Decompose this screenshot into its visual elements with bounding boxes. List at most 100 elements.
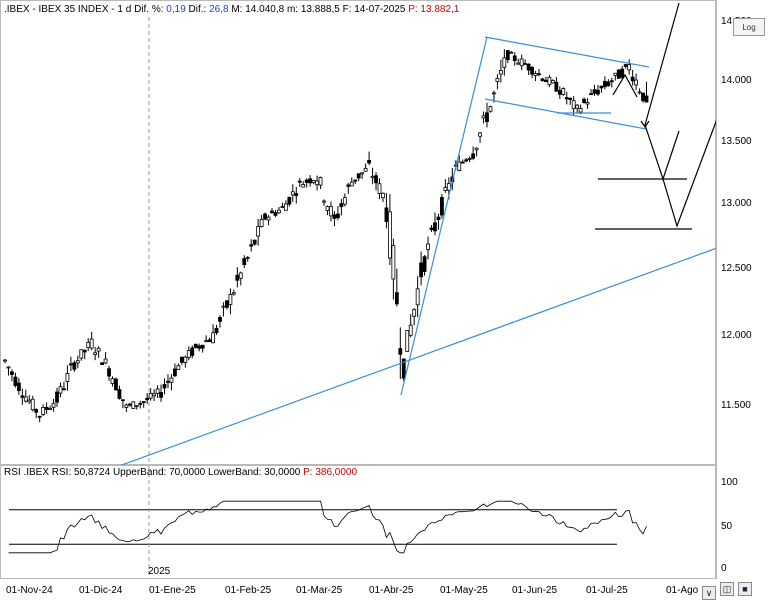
price-tick: 12.500 (721, 263, 752, 274)
candle-body (55, 391, 59, 403)
candle-body (159, 392, 163, 398)
channel-upper-line (484, 36, 650, 68)
candle-body (537, 73, 541, 76)
log-scale-toggle[interactable]: Log (733, 18, 765, 36)
candle-body (68, 363, 73, 366)
projection-path (612, 73, 638, 98)
candle-body (412, 309, 417, 317)
candle-body (596, 89, 600, 95)
dif-pct-label: Dif. %: (134, 4, 164, 15)
candle-body (10, 371, 14, 375)
candle-body (505, 50, 510, 60)
date-tick: 01-Nov-24 (6, 585, 53, 596)
candle-body (419, 262, 424, 278)
candle-body (495, 77, 500, 82)
price-panel[interactable]: .IBEX - IBEX 35 INDEX - 1 d Dif. %: 0,19… (0, 0, 717, 466)
chevron-down-icon[interactable]: ∨ (702, 586, 716, 600)
candle-body (62, 388, 66, 391)
candle-body (89, 338, 94, 349)
date-axis[interactable]: 2025 01-Nov-24 01-Dic-24 01-Ene-25 01-Fe… (0, 566, 716, 614)
save-icon[interactable]: ◫ (720, 582, 734, 596)
price-tick: 13.000 (721, 198, 752, 209)
candle-body (377, 183, 382, 194)
candle-body (225, 300, 229, 308)
candle-body (349, 181, 354, 187)
export-icon[interactable]: ■ (738, 582, 752, 596)
candle-body (457, 161, 462, 171)
candle-body (169, 377, 174, 383)
horizontal-scrollbar[interactable] (716, 598, 770, 614)
candle-body (353, 179, 358, 182)
candle-body (145, 397, 150, 401)
candle-body (589, 93, 593, 96)
candle-body (127, 403, 132, 406)
candle-body (609, 80, 614, 83)
candle-body (339, 203, 344, 208)
candle-body (16, 382, 21, 391)
price-label: P: (408, 4, 418, 15)
candle-body (443, 187, 448, 191)
rsi-panel[interactable]: RSI .IBEX RSI: 50,8724 UpperBand: 70,000… (0, 465, 717, 580)
rsi-axis[interactable]: 100 50 0 (716, 465, 770, 579)
date-tick: 01-Mar-25 (296, 585, 343, 596)
candle-body (325, 206, 330, 211)
candle-body (641, 92, 645, 102)
candles-group (3, 49, 649, 423)
candle-body (530, 66, 534, 75)
candle-body (370, 175, 375, 179)
price-chart-canvas[interactable] (1, 1, 717, 466)
candle-body (620, 68, 625, 78)
date-tick: 01-Dic-24 (79, 585, 123, 596)
rally-trendline (400, 36, 488, 396)
candle-body (166, 380, 170, 383)
candle-body (550, 80, 555, 84)
candle-body (492, 92, 496, 95)
rsi-line (8, 500, 647, 554)
candle-body (13, 376, 18, 386)
candle-body (259, 219, 264, 228)
candle-body (533, 73, 538, 76)
candle-body (544, 79, 548, 83)
candle-body (86, 342, 91, 349)
candle-body (176, 365, 181, 370)
candle-body (103, 358, 108, 364)
candle-body (498, 70, 503, 75)
candle-body (460, 161, 465, 164)
candle-body (235, 274, 240, 281)
date-label: F: (342, 4, 352, 15)
candle-body (287, 196, 292, 205)
candle-body (644, 95, 649, 103)
price-axis[interactable]: 14.500 14.000 13.500 13.000 12.500 12.00… (716, 0, 770, 465)
candle-body (374, 175, 378, 184)
candle-body (211, 332, 215, 344)
candle-body (478, 132, 482, 137)
min-label: m: (286, 4, 299, 15)
candle-body (561, 88, 566, 95)
candle-body (627, 64, 632, 71)
candle-body (523, 63, 528, 65)
min-value: 13.888,5 (300, 4, 340, 15)
rsi-chart-canvas[interactable] (1, 466, 717, 580)
candle-body (124, 404, 129, 408)
candle-body (433, 222, 437, 232)
projection-low-path (662, 118, 717, 228)
candle-body (512, 55, 517, 62)
candle-body (58, 386, 63, 394)
rsi-tick: 100 (721, 477, 738, 488)
candle-body (509, 51, 514, 54)
date-tick: 01-Jul-25 (586, 585, 628, 596)
candle-body (152, 393, 157, 397)
candle-body (467, 158, 472, 160)
candle-body (107, 368, 111, 377)
candle-body (72, 362, 77, 370)
price-header: .IBEX - IBEX 35 INDEX - 1 d Dif. %: 0,19… (4, 4, 459, 15)
candle-body (197, 345, 202, 349)
candle-body (398, 348, 403, 355)
candle-body (564, 97, 569, 100)
candle-body (200, 344, 205, 349)
candle-body (297, 180, 302, 183)
candle-body (599, 85, 604, 89)
candle-body (30, 398, 35, 411)
candle-body (96, 347, 101, 352)
